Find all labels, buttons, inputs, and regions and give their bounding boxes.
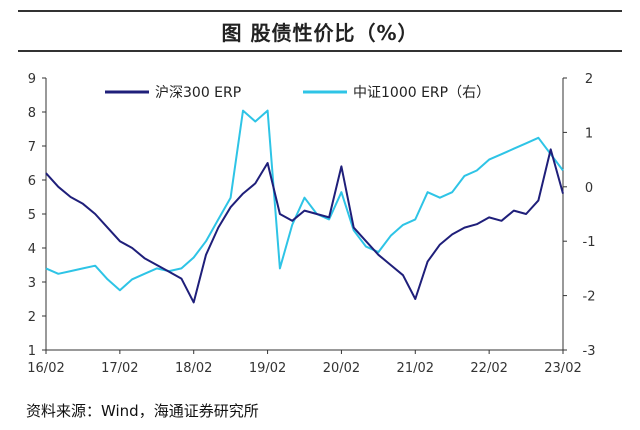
source-note: 资料来源：Wind，海通证券研究所 [26, 402, 259, 420]
chart-title-bar: 图 股债性价比（%） [18, 10, 622, 52]
right-tick-label: 0 [585, 181, 593, 196]
x-tick-label: 18/02 [175, 361, 212, 376]
left-tick-label: 8 [28, 106, 36, 121]
x-tick-label: 23/02 [544, 361, 581, 376]
x-tick-label: 16/02 [27, 361, 64, 376]
left-tick-label: 4 [28, 242, 36, 257]
legend-csi300-label: 沪深300 ERP [155, 85, 241, 101]
left-tick-label: 6 [28, 174, 36, 189]
left-tick-label: 9 [28, 72, 36, 87]
right-tick-label: -1 [583, 235, 596, 250]
x-tick-label: 22/02 [470, 361, 507, 376]
x-tick-label: 17/02 [101, 361, 138, 376]
left-tick-label: 5 [28, 208, 36, 223]
right-tick-label: -2 [583, 290, 596, 305]
left-tick-label: 1 [28, 344, 36, 359]
left-tick-label: 7 [28, 140, 36, 155]
right-tick-label: 1 [585, 126, 593, 141]
series-line-csi300 [45, 148, 564, 304]
left-tick-label: 3 [28, 276, 36, 291]
left-tick-label: 2 [28, 310, 36, 325]
chart-title: 图 股债性价比（%） [221, 20, 419, 45]
right-tick-label: -3 [583, 344, 596, 359]
x-tick-label: 21/02 [397, 361, 434, 376]
series-line-csi1000 [45, 109, 564, 292]
legend-csi1000-label: 中证1000 ERP（右） [353, 85, 490, 101]
x-tick-label: 20/02 [323, 361, 360, 376]
x-tick-label: 19/02 [249, 361, 286, 376]
right-tick-label: 2 [585, 72, 593, 87]
